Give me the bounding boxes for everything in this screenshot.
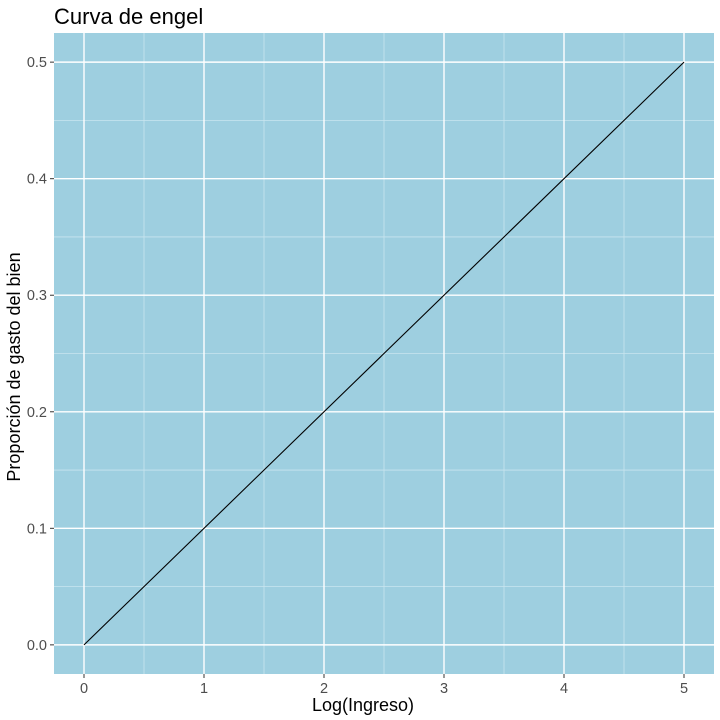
y-axis-label: Proporción de gasto del bien — [4, 252, 24, 481]
series-line — [83, 61, 685, 646]
y-tick-label: 0.4 — [27, 172, 47, 188]
x-tick-label: 0 — [80, 681, 88, 697]
x-tick-label: 1 — [200, 681, 208, 697]
y-tick-label: 0.2 — [27, 405, 47, 421]
y-axis: 0.0 0.1 0.2 0.3 0.4 0.5 — [27, 55, 54, 654]
x-axis-label: Log(Ingreso) — [312, 695, 414, 715]
y-tick-label: 0.1 — [27, 521, 47, 537]
x-tick-label: 3 — [440, 681, 448, 697]
x-tick-label: 4 — [560, 681, 568, 697]
major-grid — [54, 33, 714, 674]
x-tick-label: 5 — [680, 681, 688, 697]
y-tick-label: 0.3 — [27, 288, 47, 304]
series-layer — [83, 61, 685, 646]
chart-title: Curva de engel — [54, 4, 203, 29]
y-tick-label: 0.0 — [27, 638, 47, 654]
y-tick-label: 0.5 — [27, 55, 47, 71]
x-tick-label: 2 — [320, 681, 328, 697]
x-axis: 0 1 2 3 4 5 — [80, 674, 688, 697]
